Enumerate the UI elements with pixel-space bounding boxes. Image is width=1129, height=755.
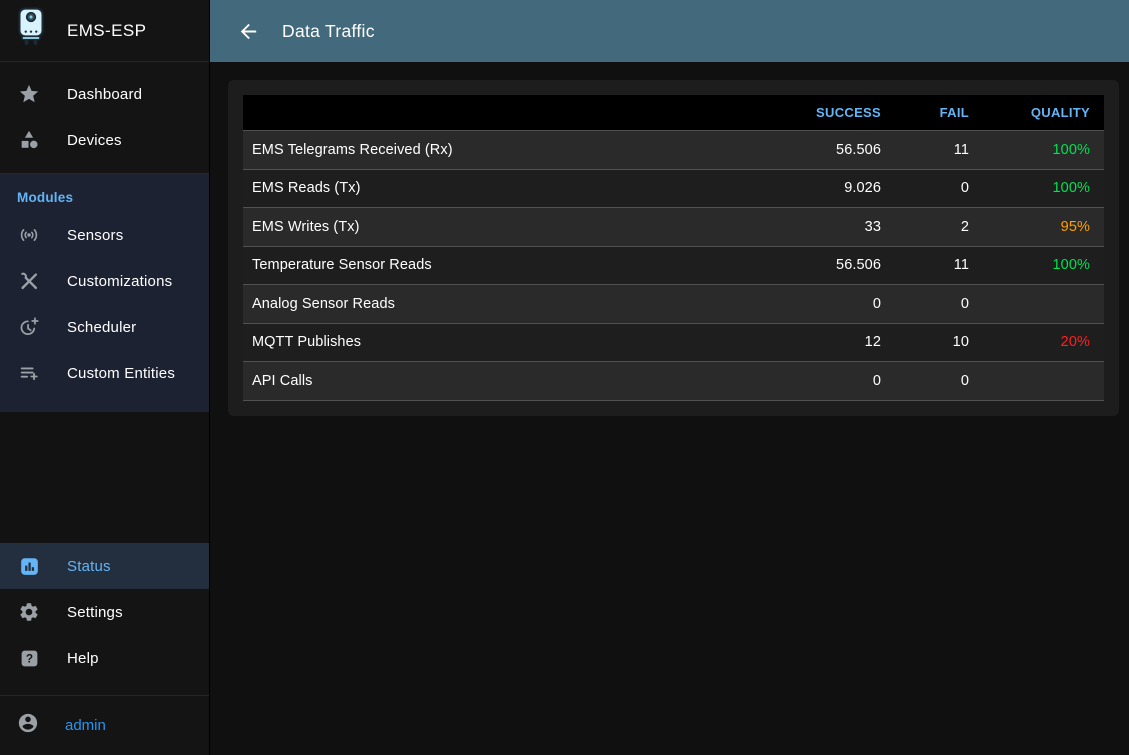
sidebar-item-sensors[interactable]: Sensors [0, 212, 209, 258]
sidebar-item-custom-entities[interactable]: Custom Entities [0, 350, 209, 396]
sidebar-divider [0, 695, 209, 696]
traffic-metric-name: EMS Telegrams Received (Rx) [252, 141, 453, 158]
sidebar-item-label: Devices [67, 131, 122, 149]
data-traffic-card: SUCCESS FAIL QUALITY EMS Telegrams Recei… [228, 80, 1119, 416]
traffic-success-value: 33 [864, 218, 881, 235]
column-header-success: SUCCESS [816, 105, 881, 120]
traffic-fail-value: 11 [953, 257, 969, 274]
traffic-success-value: 9.026 [844, 180, 881, 197]
app-logo-row: EMS-ESP [0, 0, 209, 62]
clock-plus-icon [17, 315, 41, 339]
arrow-back-icon [240, 23, 256, 39]
svg-text:?: ? [25, 651, 32, 665]
sidebar-item-label: Settings [67, 603, 123, 621]
user-name-label: admin [65, 717, 106, 734]
sidebar-item-label: Help [67, 649, 99, 667]
traffic-metric-name: EMS Writes (Tx) [252, 218, 360, 235]
traffic-metric-name: Temperature Sensor Reads [252, 257, 432, 274]
data-traffic-table: SUCCESS FAIL QUALITY EMS Telegrams Recei… [243, 95, 1104, 401]
traffic-success-value: 12 [864, 334, 881, 351]
modules-heading: Modules [17, 190, 74, 205]
sidebar-item-customizations[interactable]: Customizations [0, 258, 209, 304]
traffic-quality-value: 20% [1060, 334, 1090, 351]
sidebar-item-label: Customizations [67, 272, 173, 290]
table-row: EMS Reads (Tx) 9.026 0 100% [243, 169, 1104, 208]
bar-chart-icon [17, 554, 41, 578]
traffic-fail-value: 0 [960, 295, 969, 312]
traffic-metric-name: MQTT Publishes [252, 334, 362, 351]
traffic-quality-value: 95% [1060, 218, 1090, 235]
table-row: API Calls 0 0 [243, 362, 1104, 401]
sidebar-item-label: Sensors [67, 226, 124, 244]
traffic-metric-name: Analog Sensor Reads [252, 295, 395, 312]
sidebar-item-status[interactable]: Status [0, 543, 209, 589]
boiler-logo-icon [16, 7, 46, 54]
content-area: SUCCESS FAIL QUALITY EMS Telegrams Recei… [210, 62, 1129, 755]
sidebar-nav-top: Dashboard Devices [0, 62, 209, 174]
table-header-row: SUCCESS FAIL QUALITY [243, 95, 1104, 131]
back-button[interactable] [229, 12, 267, 50]
traffic-quality-value: 100% [1052, 180, 1090, 197]
appbar: Data Traffic [210, 0, 1129, 62]
help-icon: ? [17, 646, 41, 670]
sidebar-item-dashboard[interactable]: Dashboard [0, 71, 209, 117]
list-plus-icon [17, 361, 41, 385]
traffic-success-value: 0 [872, 372, 881, 389]
traffic-metric-name: EMS Reads (Tx) [252, 180, 361, 197]
traffic-fail-value: 10 [952, 334, 969, 351]
traffic-fail-value: 0 [960, 372, 969, 389]
app-title: EMS-ESP [67, 20, 147, 40]
table-row: Temperature Sensor Reads 56.506 11 100% [243, 246, 1104, 285]
table-row: MQTT Publishes 12 10 20% [243, 323, 1104, 362]
tools-icon [17, 269, 41, 293]
devices-icon [17, 128, 41, 152]
sidebar-item-label: Status [67, 557, 111, 575]
sensors-icon [17, 223, 41, 247]
column-header-fail: FAIL [939, 105, 969, 120]
table-row: EMS Telegrams Received (Rx) 56.506 11 10… [243, 131, 1104, 170]
traffic-success-value: 56.506 [836, 141, 881, 158]
sidebar-item-label: Scheduler [67, 318, 137, 336]
traffic-metric-name: API Calls [252, 372, 313, 389]
sidebar-spacer [0, 412, 209, 543]
traffic-quality-value: 100% [1052, 257, 1090, 274]
traffic-fail-value: 2 [960, 218, 969, 235]
sidebar: EMS-ESP Dashboard De [0, 0, 210, 755]
page-title: Data Traffic [282, 20, 375, 41]
sidebar-item-settings[interactable]: Settings [0, 589, 209, 635]
column-header-quality: QUALITY [1030, 105, 1090, 120]
traffic-quality-value: 100% [1052, 141, 1090, 158]
table-row: Analog Sensor Reads 0 0 [243, 285, 1104, 324]
traffic-fail-value: 11 [953, 141, 969, 158]
sidebar-item-label: Custom Entities [67, 364, 176, 382]
sidebar-item-devices[interactable]: Devices [0, 117, 209, 163]
sidebar-item-help[interactable]: ? Help [0, 635, 209, 681]
traffic-success-value: 0 [872, 295, 881, 312]
account-circle-icon [17, 712, 39, 739]
table-row: EMS Writes (Tx) 33 2 95% [243, 208, 1104, 247]
traffic-fail-value: 0 [960, 180, 969, 197]
star-icon [17, 82, 41, 106]
main-area: Data Traffic SUCCESS FAIL QUALITY EMS Te… [210, 0, 1129, 755]
sidebar-nav-bottom: Status Settings ? Help [0, 543, 209, 695]
sidebar-modules-section: Modules Sensors [0, 174, 209, 412]
traffic-success-value: 56.506 [836, 257, 881, 274]
sidebar-item-scheduler[interactable]: Scheduler [0, 304, 209, 350]
sidebar-user-admin[interactable]: admin [0, 696, 209, 755]
sidebar-item-label: Dashboard [67, 85, 143, 103]
gear-icon [17, 600, 41, 624]
traffic-table-body: EMS Telegrams Received (Rx) 56.506 11 10… [243, 131, 1104, 401]
